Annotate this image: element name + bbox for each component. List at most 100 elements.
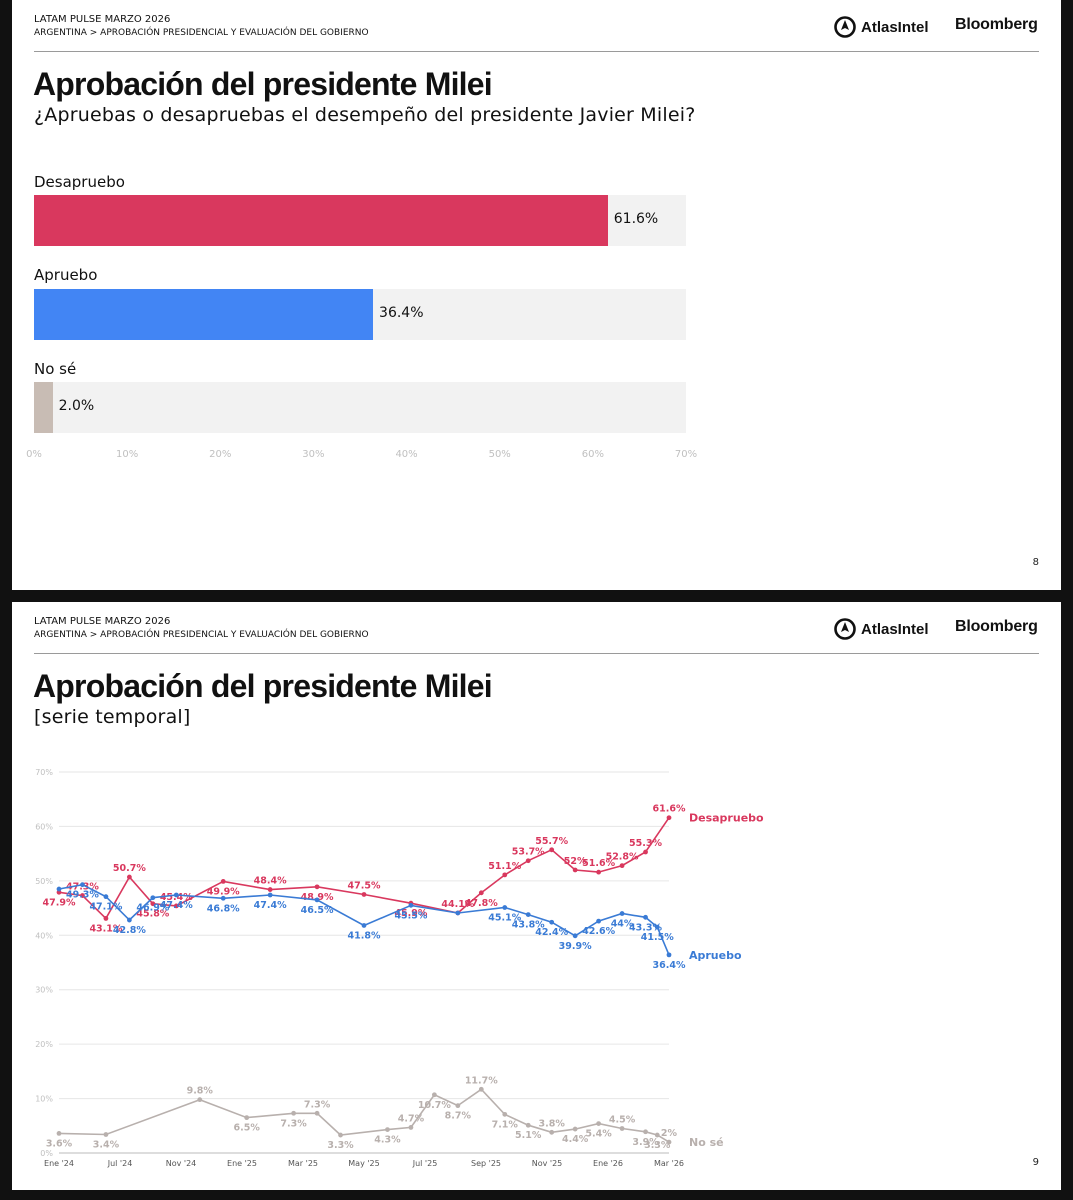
bar-track: 2.0% xyxy=(34,382,686,433)
x-tick-label: Mar '26 xyxy=(654,1159,684,1168)
slide-8: LATAM PULSE MARZO 2026 ARGENTINA > APROB… xyxy=(12,0,1061,590)
series-name-label: No sé xyxy=(689,1136,724,1149)
bar xyxy=(34,382,53,433)
data-point xyxy=(654,924,660,930)
data-label: 41.8% xyxy=(348,930,381,941)
bar-value-label: 2.0% xyxy=(58,398,95,414)
data-label: 3.8% xyxy=(539,1118,566,1129)
data-label: 44.1% xyxy=(441,899,474,910)
x-tick-label: Ene '24 xyxy=(44,1159,74,1168)
data-point xyxy=(596,918,602,924)
data-point xyxy=(385,1127,390,1132)
data-point xyxy=(455,910,461,916)
data-point xyxy=(291,1110,297,1116)
data-label: 41.5% xyxy=(641,932,674,943)
data-label: 7.3% xyxy=(280,1118,307,1129)
y-tick-label: 10% xyxy=(35,1095,53,1104)
data-label: 44% xyxy=(611,919,634,930)
header-divider xyxy=(34,653,1039,654)
data-label: 39.9% xyxy=(559,941,592,952)
data-point xyxy=(314,1110,320,1116)
data-point xyxy=(173,903,179,909)
data-label: 48.9% xyxy=(301,892,334,903)
data-label: 51.1% xyxy=(488,861,521,872)
data-point xyxy=(361,892,367,897)
atlasintel-logo-text: AtlasIntel xyxy=(861,18,929,36)
data-label: 55.7% xyxy=(535,836,568,847)
data-point xyxy=(619,863,625,869)
bar xyxy=(34,195,608,246)
data-label: 4.3% xyxy=(374,1135,401,1146)
data-point xyxy=(478,890,484,896)
data-point xyxy=(572,933,578,939)
data-point xyxy=(197,1097,203,1103)
y-tick-label: 70% xyxy=(35,768,53,777)
x-tick-label: 0% xyxy=(26,449,42,460)
bloomberg-logo: Bloomberg xyxy=(955,618,1038,635)
data-point xyxy=(244,1115,250,1121)
data-point xyxy=(56,1131,62,1136)
series-name-label: Apruebo xyxy=(689,949,742,962)
data-point xyxy=(572,1126,578,1132)
header-report-name: LATAM PULSE MARZO 2026 xyxy=(34,14,171,25)
bar-category-label: Desapruebo xyxy=(34,173,125,191)
bar-category-label: Apruebo xyxy=(34,266,98,284)
data-label: 43.3% xyxy=(629,922,662,933)
data-point xyxy=(56,886,62,892)
x-tick-label: Jul '24 xyxy=(107,1159,133,1168)
y-tick-label: 60% xyxy=(35,822,53,831)
data-label: 45.5% xyxy=(394,910,427,921)
data-point xyxy=(431,1092,437,1098)
data-point xyxy=(549,919,555,925)
data-label: 49.3% xyxy=(66,890,99,901)
data-label: 7.1% xyxy=(492,1119,519,1130)
atlasintel-logo: AtlasIntel xyxy=(834,616,929,642)
data-point xyxy=(666,815,672,821)
x-tick-label: 20% xyxy=(209,449,232,460)
data-point xyxy=(150,901,156,907)
data-point xyxy=(408,1125,414,1130)
y-tick-label: 20% xyxy=(35,1040,53,1049)
bar xyxy=(34,289,374,340)
slide-9: LATAM PULSE MARZO 2026 ARGENTINA > APROB… xyxy=(12,602,1061,1190)
data-label: 50.7% xyxy=(113,863,146,874)
data-label: 61.6% xyxy=(653,804,686,815)
data-label: 53.7% xyxy=(512,847,545,858)
atlasintel-logo-text: AtlasIntel xyxy=(861,620,929,638)
data-point xyxy=(596,1121,602,1127)
y-tick-label: 0% xyxy=(40,1149,53,1158)
y-tick-label: 50% xyxy=(35,877,53,886)
header-report-name: LATAM PULSE MARZO 2026 xyxy=(34,616,171,627)
bar-track: 61.6% xyxy=(34,195,686,246)
data-point xyxy=(314,884,320,890)
header-divider xyxy=(34,51,1039,52)
bar-track: 36.4% xyxy=(34,289,686,340)
data-label: 47.4% xyxy=(160,900,193,911)
series-name-label: Desapruebo xyxy=(689,812,764,825)
data-point xyxy=(549,847,555,853)
header-breadcrumb: ARGENTINA > APROBACIÓN PRESIDENCIAL Y EV… xyxy=(34,630,369,640)
data-point xyxy=(643,1129,648,1135)
data-label: 3.6% xyxy=(46,1138,73,1149)
data-point xyxy=(619,1126,625,1131)
data-label: 46.5% xyxy=(301,905,334,916)
data-label: 4.5% xyxy=(609,1115,636,1126)
data-label: 45.1% xyxy=(488,913,521,924)
data-point xyxy=(525,912,531,918)
data-label: 43.8% xyxy=(512,920,545,931)
data-label: 46.9% xyxy=(136,903,169,914)
data-label: 4.7% xyxy=(398,1113,425,1124)
data-point xyxy=(596,869,602,875)
x-tick-label: Nov '25 xyxy=(532,1159,563,1168)
data-point xyxy=(502,872,508,878)
data-point xyxy=(525,1122,531,1128)
data-point xyxy=(408,902,414,908)
atlasintel-logo-icon xyxy=(834,618,856,640)
atlasintel-logo-icon xyxy=(834,16,856,38)
data-point xyxy=(80,882,85,888)
x-tick-label: 50% xyxy=(488,449,511,460)
data-point xyxy=(643,914,648,920)
data-point xyxy=(338,1132,343,1138)
data-point xyxy=(220,895,226,901)
x-tick-label: May '25 xyxy=(348,1159,379,1168)
